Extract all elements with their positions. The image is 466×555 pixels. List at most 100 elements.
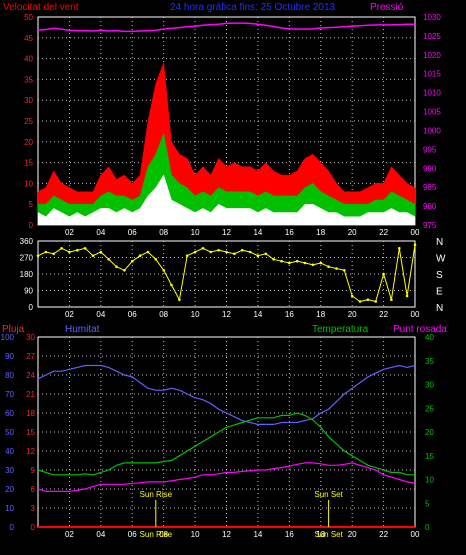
rain-tick-label: 21 — [26, 390, 35, 399]
x-tick-label: 04 — [96, 530, 105, 539]
rain-tick-label: 0 — [31, 523, 36, 532]
x-tick-label: 16 — [285, 530, 294, 539]
x-tick-label: 02 — [65, 310, 74, 319]
sun-set-time-label: Sun Set — [314, 530, 343, 539]
humidity-tick-label: 40 — [5, 447, 14, 456]
wind-speed-tick-label: 40 — [24, 55, 33, 64]
x-tick-label: 10 — [191, 310, 200, 319]
direction-degree-tick-label: 90 — [24, 287, 33, 296]
wind-speed-tick-label: 25 — [24, 117, 33, 126]
x-tick-label: 18 — [316, 228, 325, 237]
x-tick-label: 20 — [348, 310, 357, 319]
x-tick-label: 14 — [253, 530, 262, 539]
graph-title: 24 hora gràfica fins: 25 Octubre 2013 — [170, 2, 336, 13]
humidity-tick-label: 90 — [5, 352, 14, 361]
rain-title: Pluja — [2, 324, 25, 335]
temperature-tick-label: 30 — [425, 381, 434, 390]
rain-tick-label: 18 — [26, 409, 35, 418]
direction-degree-tick-label: 270 — [20, 254, 34, 263]
humidity-tick-label: 10 — [5, 504, 14, 513]
temperature-tick-label: 20 — [425, 428, 434, 437]
x-tick-label: 14 — [253, 310, 262, 319]
x-tick-label: 06 — [128, 310, 137, 319]
x-tick-label: 12 — [222, 310, 231, 319]
dewpoint-line — [37, 462, 416, 492]
x-tick-label: 16 — [285, 310, 294, 319]
pressure-tick-label: 975 — [423, 221, 437, 230]
humidity-tick-label: 30 — [5, 466, 14, 475]
x-tick-label: 22 — [379, 310, 388, 319]
x-tick-label: 04 — [96, 310, 105, 319]
pressure-tick-label: 1000 — [423, 126, 441, 135]
x-tick-label: 18 — [316, 530, 325, 539]
wind-speed-tick-label: 0 — [29, 221, 34, 230]
x-tick-label: 08 — [159, 228, 168, 237]
humidity-tick-label: 70 — [5, 390, 14, 399]
rain-tick-label: 27 — [26, 352, 35, 361]
pressure-series — [37, 22, 415, 33]
wind-axes: 02 04 06 08 10 12 14 16 18 20 22 000510152025303540… — [24, 13, 441, 237]
wind-speed-tick-label: 50 — [24, 13, 33, 22]
wind-gust-area — [37, 62, 416, 226]
temperature-tick-label: 15 — [425, 452, 434, 461]
humidity-tick-label: 0 — [10, 523, 15, 532]
direction-degree-tick-label: 360 — [20, 237, 34, 246]
pressure-tick-label: 1010 — [423, 89, 441, 98]
x-tick-label: 08 — [159, 310, 168, 319]
wind-speed-tick-label: 35 — [24, 75, 33, 84]
x-tick-label: 12 — [222, 530, 231, 539]
compass-tick-label: N — [436, 303, 443, 314]
pressure-tick-label: 990 — [423, 164, 437, 173]
rain-tick-label: 30 — [26, 333, 35, 342]
x-tick-label: 00 — [411, 530, 420, 539]
temperature-line — [37, 412, 415, 476]
humidity-line — [37, 364, 416, 425]
wind-series — [37, 62, 416, 226]
sun-rise-time-label: Sun Rise — [140, 530, 173, 539]
rain-tick-label: 3 — [31, 504, 36, 513]
direction-series — [36, 243, 417, 303]
humidity-tick-label: 80 — [5, 371, 14, 380]
x-tick-label: 10 — [191, 530, 200, 539]
x-tick-label: 06 — [128, 530, 137, 539]
temperature-tick-label: 0 — [425, 523, 430, 532]
x-tick-label: 22 — [379, 530, 388, 539]
pressure-tick-label: 1005 — [423, 108, 441, 117]
x-tick-label: 20 — [348, 530, 357, 539]
direction-line — [37, 244, 416, 303]
temperature-tick-label: 35 — [425, 357, 434, 366]
x-tick-label: 16 — [285, 228, 294, 237]
x-tick-label: 02 — [65, 228, 74, 237]
x-tick-label: 08 — [159, 530, 168, 539]
rain-tick-label: 24 — [26, 371, 35, 380]
wind-speed-tick-label: 10 — [24, 179, 33, 188]
pressure-tick-label: 995 — [423, 145, 437, 154]
rain-tick-label: 12 — [26, 447, 35, 456]
wind-average-area — [37, 132, 416, 226]
x-tick-label: 22 — [379, 228, 388, 237]
wind-speed-title: Velocitat del vent — [3, 2, 79, 13]
x-tick-label: 06 — [128, 228, 137, 237]
rain-tick-label: 15 — [26, 428, 35, 437]
pressure-tick-label: 1025 — [423, 32, 441, 41]
pressure-tick-label: 980 — [423, 202, 437, 211]
x-tick-label: 10 — [191, 228, 200, 237]
x-tick-label: 18 — [316, 310, 325, 319]
humidity-tick-label: 50 — [5, 428, 14, 437]
temperature-tick-label: 10 — [425, 476, 434, 485]
pressure-line — [37, 22, 415, 33]
pressure-tick-label: 1030 — [423, 13, 441, 22]
temperature-tick-label: 25 — [425, 404, 434, 413]
humidity-title: Humitat — [65, 324, 100, 335]
x-tick-label: 00 — [411, 310, 420, 319]
direction-degree-tick-label: 0 — [29, 303, 34, 312]
wind-speed-tick-label: 5 — [29, 200, 34, 209]
dewpoint-title: Punt rosada — [393, 324, 447, 335]
compass-tick-label: N — [436, 237, 443, 248]
temperature-title: Temperatura — [312, 324, 369, 335]
wind-speed-tick-label: 20 — [24, 138, 33, 147]
wind-speed-tick-label: 15 — [24, 159, 33, 168]
compass-tick-label: W — [436, 254, 446, 265]
